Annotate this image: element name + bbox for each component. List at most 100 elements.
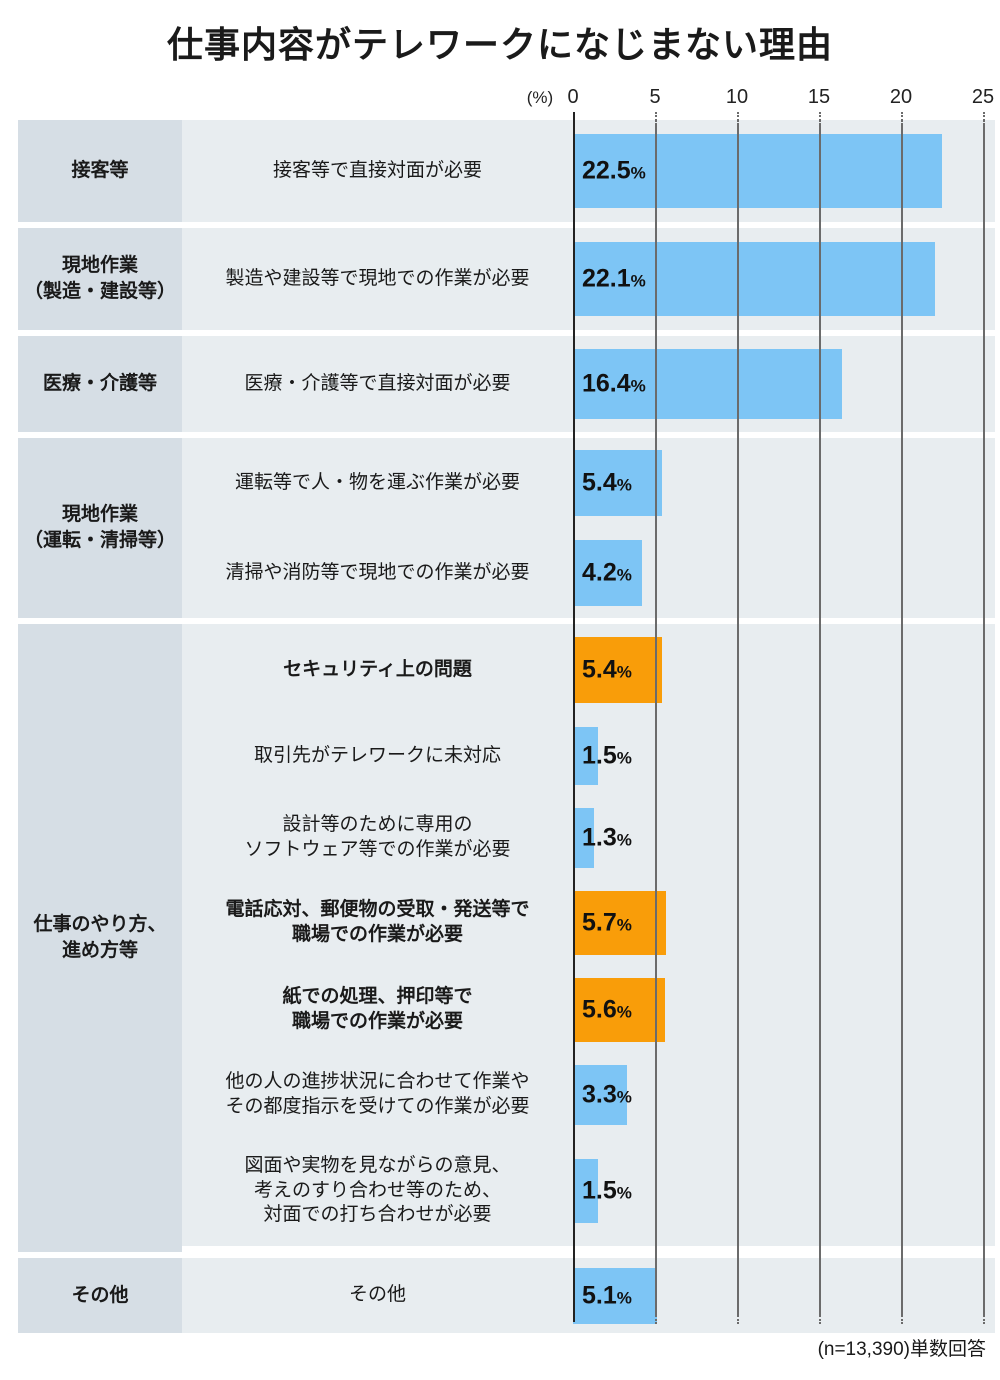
bar[interactable]: 1.3% xyxy=(573,808,632,868)
bar[interactable]: 4.2% xyxy=(573,540,642,606)
table-row[interactable]: 他の人の進捗状況に合わせて作業や その都度指示を受けての作業が必要 3.3% xyxy=(182,1054,995,1136)
row-label: 清掃や消防等で現地での作業が必要 xyxy=(182,528,573,618)
row-label-text: 図面や実物を見ながらの意見、 考えのすり合わせ等のため、 対面での打ち合わせが必要 xyxy=(244,1154,511,1226)
bar-value-unit: % xyxy=(616,748,632,768)
group-rows: 接客等で直接対面が必要 22.5% xyxy=(182,120,995,222)
bar-value-number: 22.5 xyxy=(582,156,631,185)
group-rows: 運転等で人・物を運ぶ作業が必要 5.4% 清掃や消防等で現地での作業が必要 4.2% xyxy=(182,438,995,618)
table-row[interactable]: 接客等で直接対面が必要 22.5% xyxy=(182,120,995,222)
axis-tick-label-20: 20 xyxy=(889,86,913,108)
bar-rect xyxy=(573,891,667,955)
bar[interactable]: 22.5% xyxy=(573,134,942,208)
chart-group: 現地作業 （製造・建設等） 製造や建設等で現地での作業が必要 22.1% xyxy=(18,228,995,330)
bar-value-number: 5.4 xyxy=(582,468,617,497)
category-label: 接客等 xyxy=(71,160,129,182)
bar-value-number: 22.1 xyxy=(582,264,631,293)
table-row[interactable]: 電話応対、郵便物の受取・発送等で 職場での作業が必要 5.7% xyxy=(182,880,995,966)
table-row[interactable]: その他 5.1% xyxy=(182,1258,995,1333)
row-label-text: 取引先がテレワークに未対応 xyxy=(253,744,501,766)
bar-value-label: 1.5% xyxy=(582,1178,632,1204)
axis-tick-label-0: 0 xyxy=(567,86,579,108)
row-label: 紙での処理、押印等で 職場での作業が必要 xyxy=(182,966,573,1054)
bar[interactable]: 5.7% xyxy=(573,891,667,955)
zero-axis-line xyxy=(573,112,575,1322)
bar-rect xyxy=(573,727,598,785)
row-label-text: 医療・介護等で直接対面が必要 xyxy=(244,372,511,394)
bar-value-label: 5.1% xyxy=(582,1283,632,1308)
row-label-text: 運転等で人・物を運ぶ作業が必要 xyxy=(234,471,520,493)
chart-group: 現地作業 （運転・清掃等） 運転等で人・物を運ぶ作業が必要 5.4% 清掃や消防等で現地… xyxy=(18,438,995,618)
table-row[interactable]: 製造や建設等で現地での作業が必要 22.1% xyxy=(182,228,995,330)
bar[interactable]: 3.3% xyxy=(573,1065,632,1125)
bar[interactable]: 1.5% xyxy=(573,1159,632,1223)
bar-value-label: 3.3% xyxy=(582,1082,632,1108)
row-plot-area: 22.5% xyxy=(573,120,995,222)
bar-value-label: 1.5% xyxy=(582,743,632,769)
bar-value-number: 5.1 xyxy=(582,1281,617,1309)
row-plot-area: 5.6% xyxy=(573,966,995,1054)
row-plot-area: 22.1% xyxy=(573,228,995,330)
bar[interactable]: 5.6% xyxy=(573,978,665,1042)
bar[interactable]: 22.1% xyxy=(573,242,936,316)
table-row[interactable]: 運転等で人・物を運ぶ作業が必要 5.4% xyxy=(182,438,995,528)
row-label-text: 紙での処理、押印等で 職場での作業が必要 xyxy=(282,986,473,1032)
bar-value-unit: % xyxy=(616,830,632,850)
chart-group: 医療・介護等 医療・介護等で直接対面が必要 16.4% xyxy=(18,336,995,432)
bar[interactable]: 5.4% xyxy=(573,637,662,703)
bar-value-unit: % xyxy=(616,1002,632,1022)
row-label-text: セキュリティ上の問題 xyxy=(283,658,472,680)
bar-value-label: 16.4% xyxy=(582,371,646,397)
bar-value-label: 5.7% xyxy=(582,910,632,936)
chart-group: 仕事のやり方、 進め方等 セキュリティ上の問題 5.4% 取引先がテレワークに未対応 1.… xyxy=(18,624,995,1252)
group-rows: その他 5.1% xyxy=(182,1258,995,1333)
bar[interactable]: 5.1% xyxy=(573,1267,657,1324)
bar-value-label: 5.4% xyxy=(582,657,632,683)
category-cell: 接客等 xyxy=(18,120,182,222)
axis-tick-label-25: 25 xyxy=(971,86,995,108)
axis-tick-label-15: 15 xyxy=(807,86,831,108)
bar-value-number: 1.3 xyxy=(582,823,617,852)
bar-rect xyxy=(573,637,662,703)
bar-rect xyxy=(573,1267,657,1324)
category-label: 医療・介護等 xyxy=(42,373,157,395)
row-plot-area: 3.3% xyxy=(573,1054,995,1136)
table-row[interactable]: 取引先がテレワークに未対応 1.5% xyxy=(182,716,995,796)
bar-value-unit: % xyxy=(630,271,646,291)
table-row[interactable]: 清掃や消防等で現地での作業が必要 4.2% xyxy=(182,528,995,618)
row-label: セキュリティ上の問題 xyxy=(182,624,573,716)
row-label-text: 清掃や消防等で現地での作業が必要 xyxy=(225,561,530,583)
bar[interactable]: 16.4% xyxy=(573,349,842,419)
footer-note: (n=13,390)単数回答 xyxy=(817,1339,986,1360)
axis-unit-label: (%) xyxy=(526,88,554,107)
table-row[interactable]: 医療・介護等で直接対面が必要 16.4% xyxy=(182,336,995,432)
row-label: 製造や建設等で現地での作業が必要 xyxy=(182,228,573,330)
x-axis-header: (%) 0 5 10 15 20 25 xyxy=(0,86,1000,114)
row-label: 他の人の進捗状況に合わせて作業や その都度指示を受けての作業が必要 xyxy=(182,1054,573,1136)
bar-value-label: 22.5% xyxy=(582,156,646,185)
row-label: 医療・介護等で直接対面が必要 xyxy=(182,336,573,432)
row-label: 運転等で人・物を運ぶ作業が必要 xyxy=(182,438,573,528)
row-label-text: 他の人の進捗状況に合わせて作業や その都度指示を受けての作業が必要 xyxy=(225,1071,530,1117)
group-rows: 製造や建設等で現地での作業が必要 22.1% xyxy=(182,228,995,330)
table-row[interactable]: 紙での処理、押印等で 職場での作業が必要 5.6% xyxy=(182,966,995,1054)
bar-rect xyxy=(573,1065,628,1125)
row-plot-area: 1.5% xyxy=(573,1136,995,1246)
bar-value-unit: % xyxy=(616,662,632,682)
bar-rect xyxy=(573,450,662,516)
bar-value-unit: % xyxy=(616,565,632,585)
bar-value-unit: % xyxy=(630,376,646,396)
table-row[interactable]: 図面や実物を見ながらの意見、 考えのすり合わせ等のため、 対面での打ち合わせが必要 1… xyxy=(182,1136,995,1246)
bar-rect xyxy=(573,134,942,208)
chart-board: 接客等 接客等で直接対面が必要 22.5% 現地作業 （製造・建設等） 製造や建設等で現地… xyxy=(18,120,995,1333)
category-label: 現地作業 （製造・建設等） xyxy=(23,255,176,302)
bar-value-unit: % xyxy=(616,1087,632,1107)
table-row[interactable]: 設計等のために専用の ソフトウェア等での作業が必要 1.3% xyxy=(182,796,995,880)
row-label-text: 接客等で直接対面が必要 xyxy=(272,159,482,181)
category-cell: 仕事のやり方、 進め方等 xyxy=(18,624,182,1252)
bar[interactable]: 5.4% xyxy=(573,450,662,516)
row-plot-area: 5.1% xyxy=(573,1258,995,1333)
table-row[interactable]: セキュリティ上の問題 5.4% xyxy=(182,624,995,716)
row-label-text: 製造や建設等で現地での作業が必要 xyxy=(225,267,530,289)
bar-value-unit: % xyxy=(616,1183,632,1203)
bar[interactable]: 1.5% xyxy=(573,727,632,785)
